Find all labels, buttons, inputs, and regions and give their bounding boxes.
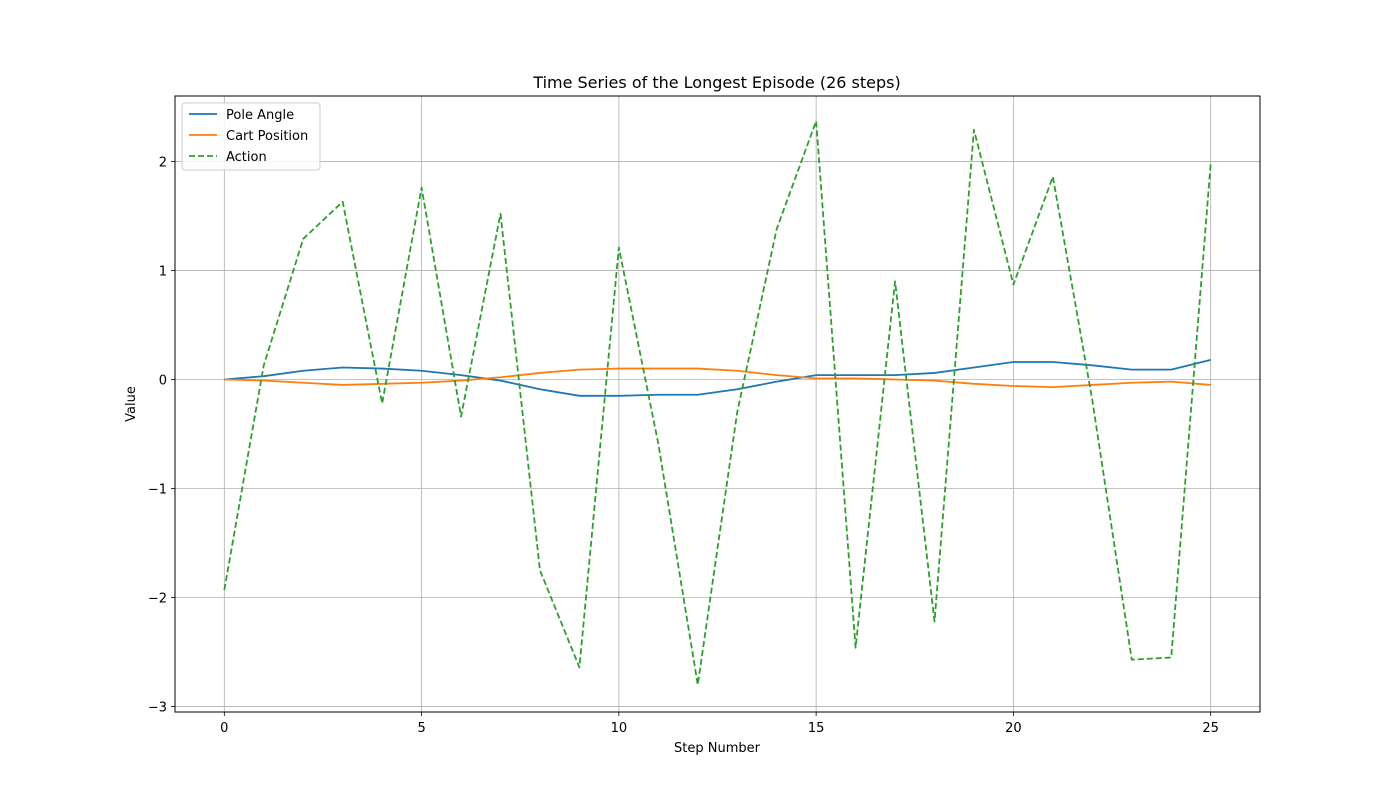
legend-box — [181, 102, 321, 171]
legend-label-action: Action — [226, 150, 267, 165]
y-axis-label: Value — [124, 386, 139, 422]
x-tick-label: 25 — [1202, 721, 1219, 736]
y-tick-label: 0 — [159, 373, 167, 388]
y-tick-label: −2 — [148, 592, 167, 607]
grid-lines — [175, 96, 1260, 712]
y-tick-label: −1 — [148, 482, 167, 497]
y-tick-label: 2 — [159, 155, 167, 170]
series-line-cart-position — [224, 367, 1211, 389]
x-tick-label: 15 — [808, 721, 825, 736]
x-tick-label: 20 — [1005, 721, 1022, 736]
legend: Pole Angle Cart Position Action — [181, 102, 321, 171]
legend-label-pole-angle: Pole Angle — [226, 108, 294, 123]
series-line-pole-angle — [224, 358, 1211, 397]
series-line-action — [223, 120, 1212, 686]
y-tick-label: 1 — [159, 264, 167, 279]
x-tick-label: 5 — [417, 721, 425, 736]
plot-frame — [174, 95, 1261, 713]
series-lines — [223, 120, 1212, 686]
legend-label-cart-position: Cart Position — [226, 129, 308, 144]
x-axis-label: Step Number — [674, 741, 761, 756]
y-tick-label: −3 — [148, 701, 167, 716]
chart-title: Time Series of the Longest Episode (26 s… — [532, 73, 900, 92]
x-tick-label: 10 — [611, 721, 628, 736]
x-tick-label: 0 — [220, 721, 228, 736]
axis-ticks: 0 5 10 15 20 25 −3 −2 −1 0 1 2 — [148, 155, 1219, 736]
